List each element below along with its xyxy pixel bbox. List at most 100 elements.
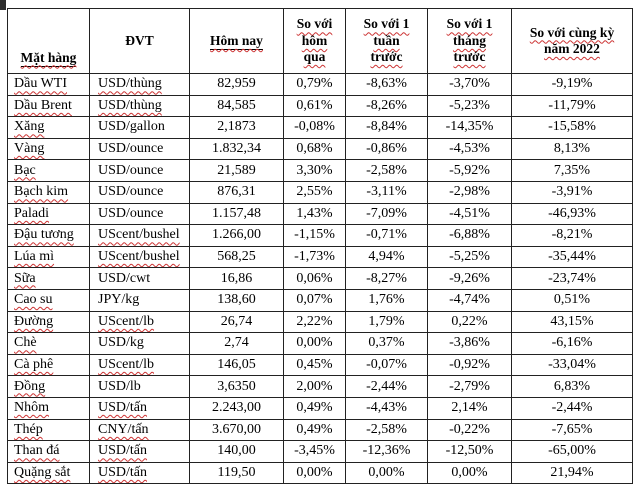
price-today: 1.157,48 [189,202,284,226]
price-today-text: 3,6350 [217,378,256,394]
vs-yesterday-text: 0,61% [296,97,333,113]
price-today-text: 26,74 [220,313,253,329]
vs-1-month-text: -9,26% [449,270,490,286]
vs-2022-text: -23,74% [548,270,596,286]
vs-1-month-text: 0,22% [451,313,488,329]
col-header-vs-2022-label: So với cùng kỳ năm 2022 [529,24,615,56]
vs-2022-text: -7,65% [551,421,593,437]
price-today: 138,60 [189,288,284,312]
vs-1-month-text: 0,00% [451,464,488,480]
vs-1-month-text: -3,86% [449,335,490,351]
table-row: Đường UScent/lb 26,74 2,22% 1,79% 0,22% 43,15% [7,310,633,334]
vs-2022: 8,13% [511,137,633,161]
commodity-name: Xăng [7,116,90,139]
commodity-name: Quặng sắt [7,461,90,484]
commodity-name-text: Cao su [14,292,53,308]
col-header-vs-1-week-label: So với 1 tuần trước [363,16,410,65]
vs-1-month: -0,22% [427,418,512,442]
price-today-text: 119,50 [217,464,256,480]
price-today: 82,959 [189,73,284,96]
vs-1-week-text: -0,07% [366,357,407,373]
vs-1-week: -8,63% [345,73,428,96]
vs-1-week-text: -2,44% [366,378,407,394]
price-today: 568,25 [189,245,284,269]
price-today: 21,589 [189,159,284,182]
unit-text: CNY/tấn [98,421,149,437]
vs-yesterday-text: 0,00% [296,464,333,480]
vs-2022: -46,93% [511,202,633,226]
col-header-vs-1-month-label: So với 1 tháng trước [446,16,493,65]
commodity-name: Vàng [7,137,90,161]
price-today-text: 568,25 [217,249,256,265]
price-today: 3.670,00 [189,418,284,442]
vs-1-week-text: -12,36% [362,443,411,459]
commodity-name-text: Bạc [14,162,36,178]
vs-2022: -3,91% [511,180,633,204]
commodity-name: Paladi [7,202,90,226]
table-row: Dầu Brent USD/thùng 84,585 0,61% -8,26% -5,23… [7,94,633,118]
table-row: Quặng sắt USD/tấn 119,50 0,00% 0,00% 0,00% 21,… [7,461,633,484]
vs-1-month: -9,26% [427,267,512,290]
unit: UScent/lb [89,353,190,377]
vs-1-week-text: 1,76% [368,292,405,308]
vs-1-month: -4,74% [427,288,512,312]
table-row: Đồng USD/lb 3,6350 2,00% -2,44% -2,79% 6,83% [7,375,633,398]
vs-2022: -7,65% [511,418,633,442]
commodity-name: Thép [7,418,90,442]
table-row: Cao su JPY/kg 138,60 0,07% 1,76% -4,74% 0,51% [7,288,633,312]
table-row: Dầu WTI USD/thùng 82,959 0,79% -8,63% -3,70% -… [7,73,633,96]
vs-2022-text: -3,91% [551,184,593,200]
unit: USD/lb [89,375,190,398]
vs-yesterday: 2,22% [283,310,346,334]
vs-1-week-text: -2,58% [366,421,407,437]
vs-yesterday-text: 0,00% [296,335,333,351]
vs-2022: -11,79% [511,94,633,118]
unit-text: UScent/lb [98,357,154,373]
vs-yesterday: 2,55% [283,180,346,204]
vs-1-week-text: 0,37% [368,335,405,351]
price-today-text: 1.832,34 [212,141,261,157]
vs-1-week: 1,76% [345,288,428,312]
vs-2022: -35,44% [511,245,633,269]
vs-1-month: -5,92% [427,159,512,182]
vs-1-month-text: -0,92% [449,357,490,373]
vs-yesterday: -1,73% [283,245,346,269]
price-today: 876,31 [189,180,284,204]
vs-yesterday: 0,68% [283,137,346,161]
vs-1-month-text: 2,14% [451,400,488,416]
vs-2022-text: 6,83% [553,378,591,394]
commodity-name-text: Đậu tương [14,227,74,243]
vs-1-week-text: -4,43% [366,400,407,416]
vs-1-month-text: -12,50% [445,443,494,459]
vs-yesterday: 3,30% [283,159,346,182]
commodity-name: Lúa mì [7,245,90,269]
vs-yesterday-text: 2,00% [296,378,333,394]
unit: USD/ounce [89,202,190,226]
vs-2022: 6,83% [511,375,633,398]
unit-text: USD/ounce [98,141,164,157]
commodity-price-table: Mặt hàng ĐVT Hôm nay So với hôm qua So v… [7,8,633,484]
vs-yesterday-text: -1,73% [294,249,335,265]
vs-1-week: -2,58% [345,418,428,442]
vs-yesterday: 0,49% [283,396,346,420]
commodity-name-text: Chè [14,335,37,351]
vs-yesterday-text: 1,43% [296,205,333,221]
vs-1-month-text: -5,23% [449,97,490,113]
table-row: Bạch kim USD/ounce 876,31 2,55% -3,11% -2,98%… [7,180,633,204]
vs-1-month: -2,98% [427,180,512,204]
price-today-text: 21,589 [217,162,256,178]
unit-text: UScent/lb [98,313,154,329]
table-row: Than đá USD/tấn 140,00 -3,45% -12,36% -12,50%… [7,440,633,463]
vs-1-week: -12,36% [345,440,428,463]
table-row: Nhôm USD/tấn 2.243,00 0,49% -4,43% 2,14% -2,44… [7,396,633,420]
commodity-name-text: Xăng [14,119,45,135]
vs-2022: 0,51% [511,288,633,312]
price-today-text: 1.266,00 [212,227,261,243]
unit: USD/ounce [89,159,190,182]
vs-yesterday-text: 0,79% [296,76,333,92]
col-header-today: Hôm nay [189,8,284,74]
vs-yesterday-text: 2,55% [296,184,333,200]
vs-yesterday: 0,45% [283,353,346,377]
table-row: Chè USD/kg 2,74 0,00% 0,37% -3,86% -6,16% [7,332,633,355]
vs-2022-text: -9,19% [551,76,593,92]
